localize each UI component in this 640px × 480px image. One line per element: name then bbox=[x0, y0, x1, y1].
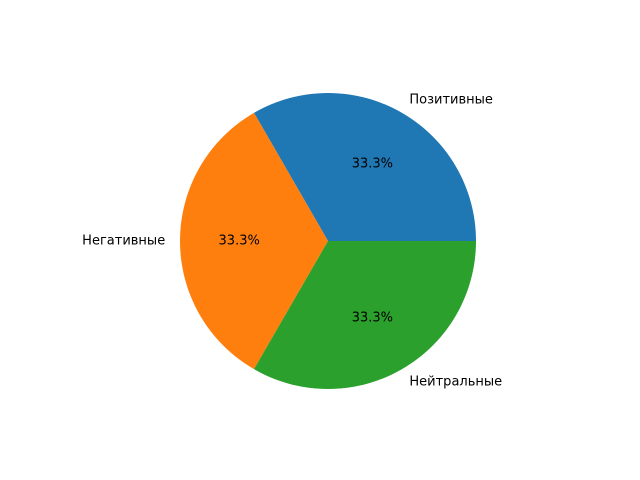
slice-label-2: Негативные bbox=[82, 234, 165, 249]
pie-labels: Позитивные 33.3% Негативные 33.3% Нейтральны… bbox=[82, 93, 502, 390]
slice-percent-3: 33.3% bbox=[352, 310, 393, 325]
slice-label-1: Позитивные bbox=[409, 93, 493, 108]
pie-slice-3 bbox=[254, 241, 476, 389]
pie-slices bbox=[179, 93, 476, 389]
slice-percent-2: 33.3% bbox=[219, 234, 260, 249]
slice-percent-1: 33.3% bbox=[352, 157, 393, 172]
slice-label-3: Нейтральные bbox=[409, 374, 502, 389]
pie-slice-1 bbox=[254, 93, 476, 242]
